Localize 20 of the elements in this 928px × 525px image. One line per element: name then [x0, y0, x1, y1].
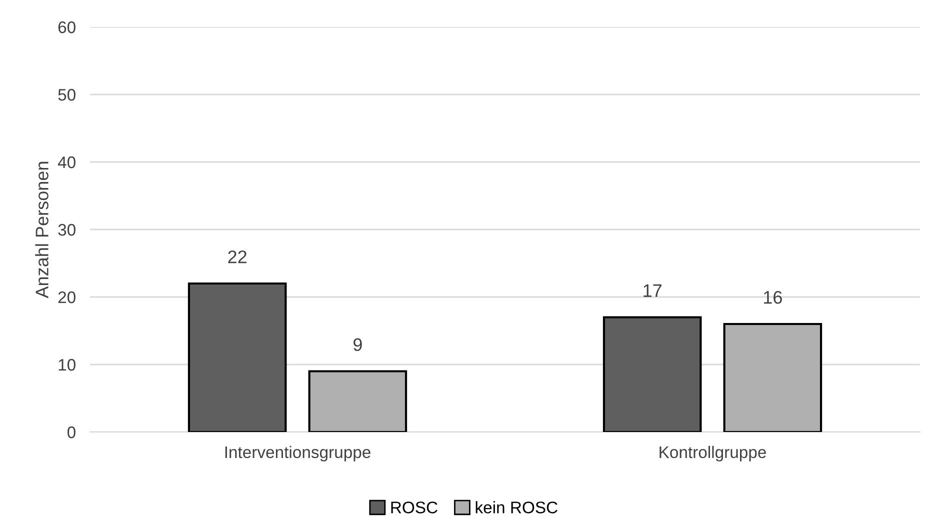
legend-label: ROSC — [391, 502, 438, 514]
data-label: 22 — [228, 250, 246, 264]
y-tick-label: 30 — [58, 224, 76, 236]
y-tick-label: 50 — [58, 88, 76, 101]
bar — [308, 370, 408, 432]
bar — [602, 316, 702, 432]
bar — [188, 282, 287, 432]
y-tick-label: 10 — [58, 358, 76, 371]
data-label: 17 — [644, 284, 662, 297]
y-tick-label: 60 — [58, 21, 76, 34]
y-axis-title: Anzahl Personen — [35, 162, 48, 298]
x-tick-label: Kontrollgruppe — [660, 446, 766, 462]
data-label: 9 — [354, 338, 362, 352]
y-tick-label: 0 — [67, 426, 76, 438]
y-tick-label: 40 — [58, 156, 76, 168]
y-tick-label: 20 — [58, 291, 76, 304]
bar — [723, 322, 822, 432]
legend-label: kein ROSC — [476, 501, 558, 514]
data-label: 16 — [764, 290, 782, 304]
x-tick-label: Interventionsgruppe — [225, 446, 370, 462]
